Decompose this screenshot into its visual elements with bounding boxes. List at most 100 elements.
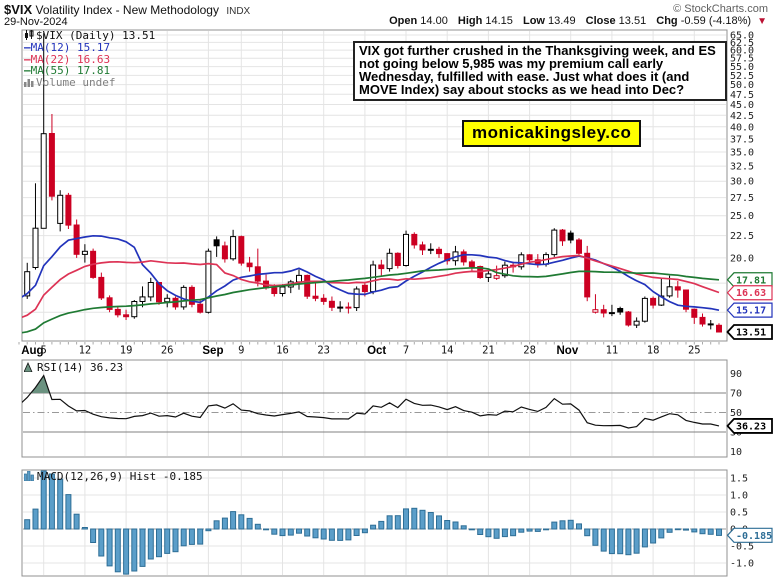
macd-hist-bar	[485, 528, 492, 538]
month-label: Sep	[202, 345, 223, 357]
candle-body	[707, 323, 714, 326]
candle-body	[238, 236, 245, 264]
macd-hist-bar	[650, 528, 657, 544]
close-label: Close	[585, 15, 616, 27]
macd-hist-bar	[584, 528, 591, 537]
price-axis-label: 20.0	[730, 253, 754, 264]
candle-body	[230, 236, 237, 260]
macd-hist-bar	[370, 524, 377, 530]
legend-symbol-row: $VIX (Daily) 13.51	[24, 30, 155, 42]
candle-body	[312, 295, 319, 299]
ma55-swatch: —	[24, 64, 31, 78]
macd-hist-bar	[337, 528, 344, 541]
candle-body	[559, 229, 566, 242]
low-label: Low	[522, 15, 545, 27]
macd-hist-bar	[419, 509, 426, 530]
candle-body	[468, 261, 475, 267]
macd-hist-bar	[625, 528, 632, 556]
price-axis-label: 37.5	[730, 135, 754, 146]
week-label: 19	[120, 345, 133, 357]
macd-hist-bar	[48, 473, 55, 530]
macd-hist-bar	[57, 478, 64, 530]
candle-body	[600, 309, 607, 314]
macd-hist-bar	[81, 527, 88, 530]
macd-hist-bar	[32, 508, 39, 530]
macd-hist-bar	[436, 515, 442, 530]
month-label: Aug	[21, 345, 43, 357]
open-label: Open	[389, 15, 418, 27]
macd-hist-bar	[147, 528, 154, 560]
macd-hist-bar	[501, 528, 508, 538]
price-axis-label: 50.0	[730, 80, 754, 91]
high-value: 14.15	[485, 15, 513, 27]
candle-body	[353, 288, 360, 309]
candle-body	[444, 253, 451, 262]
macd-hist-bar	[641, 528, 648, 548]
macd-hist-bar	[666, 528, 673, 533]
week-label: 23	[317, 345, 330, 357]
candle-body	[427, 248, 434, 251]
candle-body	[403, 233, 409, 266]
macd-hist-bar	[452, 521, 459, 530]
macd-hist-bar	[633, 528, 640, 554]
macd-hist-bar	[543, 528, 549, 531]
candle-body	[123, 314, 130, 318]
candle-body	[576, 239, 582, 254]
analyst-annotation: VIX got further crushed in the Thanksgiv…	[353, 41, 727, 101]
legend-ma22-text: MA(22) 16.63	[30, 52, 111, 66]
macd-hist-bar	[345, 528, 352, 541]
price-axis-label: 45.0	[730, 100, 754, 111]
macd-hist-bar	[699, 528, 706, 535]
macd-hist-bar	[576, 523, 582, 530]
rsi-legend-text: RSI(14) 36.23	[37, 361, 124, 374]
macd-hist-bar	[304, 528, 311, 537]
macd-hist-bar	[296, 528, 302, 534]
price-axis-label: 42.5	[730, 111, 754, 122]
candle-body	[279, 286, 286, 294]
macd-hist-bar	[386, 515, 393, 530]
macd-hist-bar	[328, 528, 335, 541]
macd-hist-bar	[73, 513, 80, 530]
candle-body	[345, 306, 352, 309]
price-tag	[726, 285, 773, 301]
price-axis-label: 22.5	[730, 231, 754, 242]
chg-value: -0.59 (-4.18%)	[680, 15, 752, 27]
candle-body	[131, 301, 138, 318]
candle-body	[699, 316, 706, 325]
macd-legend: MACD(12,26,9) Hist -0.185	[23, 470, 203, 484]
candle-body	[40, 133, 47, 229]
macd-hist-bar	[98, 528, 105, 557]
candle-body	[641, 297, 648, 322]
copyright: © StockCharts.com	[673, 3, 768, 15]
week-label: 11	[606, 345, 619, 357]
candle-body	[386, 252, 393, 270]
rsi-tag-text: 36.23	[736, 421, 766, 432]
chart-date: 29-Nov-2024	[4, 16, 68, 28]
macd-hist-bar	[567, 519, 574, 530]
ma22-swatch: —	[24, 52, 31, 66]
rsi-axis-label: 10	[730, 447, 742, 458]
candle-body	[633, 320, 640, 326]
quote-bar: Open 14.00 High 14.15 Low 13.49 Close 13…	[382, 15, 767, 27]
candle-body	[361, 284, 368, 293]
rsi-tag	[726, 418, 773, 434]
rsi-layer	[22, 374, 720, 429]
macd-hist-bar	[403, 508, 409, 530]
price-axis-label: 27.5	[730, 193, 754, 204]
week-label: 9	[238, 345, 244, 357]
candle-body	[180, 286, 187, 308]
macd-hist-bar	[65, 494, 72, 530]
macd-axis-label: -0.5	[730, 542, 754, 553]
candle-body	[584, 252, 591, 298]
macd-hist-bar	[361, 528, 368, 534]
candle-body	[337, 306, 344, 309]
macd-hist-bar	[658, 528, 665, 539]
main-legend: $VIX (Daily) 13.51 —MA(12) 15.17 —MA(22)…	[24, 30, 155, 89]
candle-body	[485, 273, 492, 278]
price-axis-label: 32.5	[730, 162, 754, 173]
candle-body	[411, 233, 418, 246]
macd-hist-bar	[312, 528, 319, 539]
macd-hist-bar	[394, 515, 401, 530]
macd-hist-bar	[263, 528, 269, 531]
rsi-panel	[21, 359, 728, 458]
